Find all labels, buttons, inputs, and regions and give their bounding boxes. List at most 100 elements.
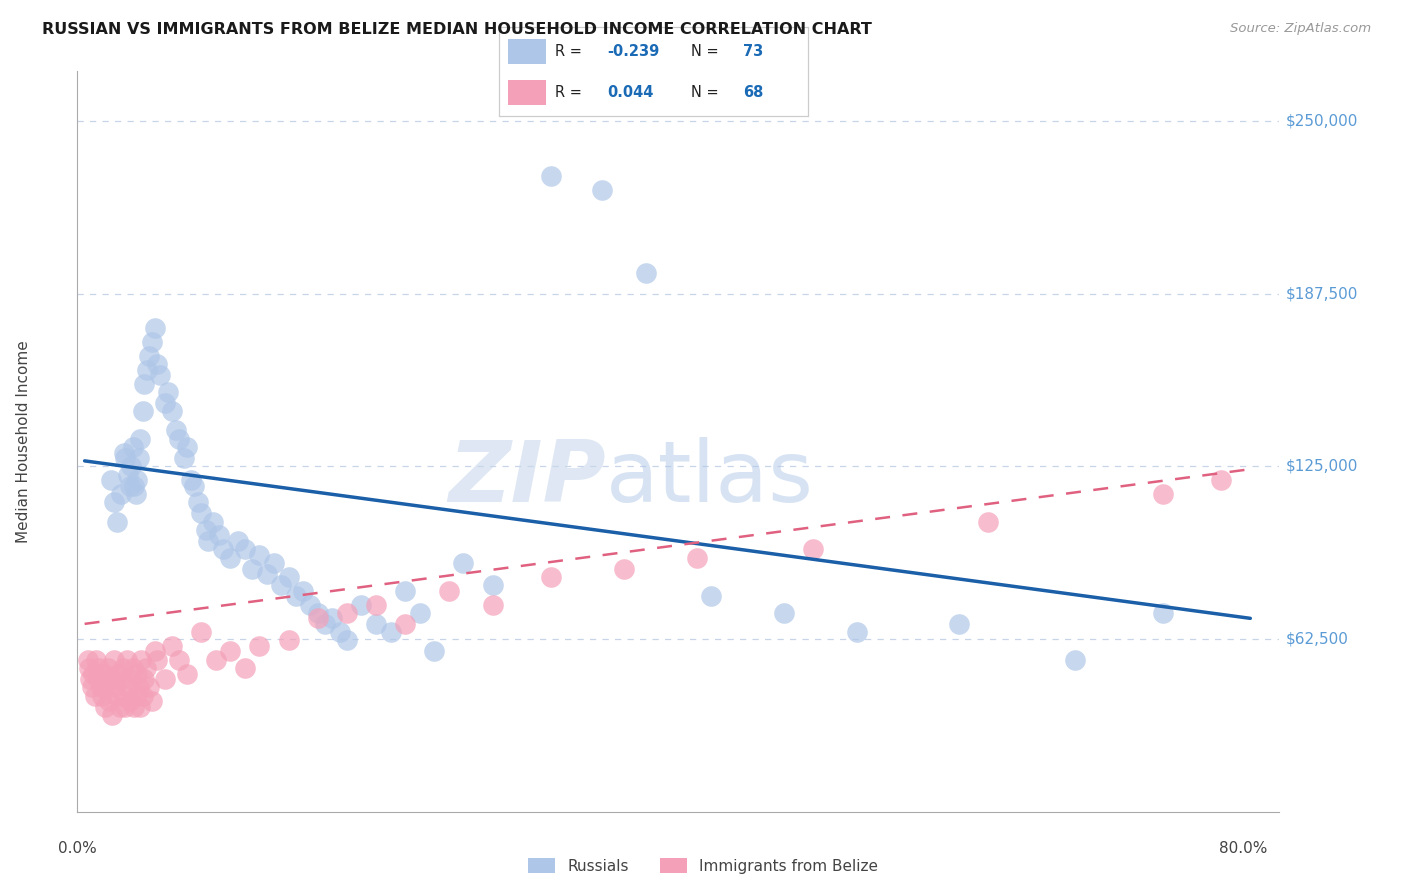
Text: $125,000: $125,000 <box>1285 458 1358 474</box>
Point <box>77 661 100 675</box>
Point <box>110 672 132 686</box>
Text: ZIP: ZIP <box>449 437 606 520</box>
Point <box>83 689 105 703</box>
Text: $250,000: $250,000 <box>1285 113 1358 128</box>
Point <box>169 653 191 667</box>
Point <box>685 550 707 565</box>
Point <box>104 681 127 695</box>
Point <box>437 583 460 598</box>
Point <box>110 487 132 501</box>
Point <box>204 653 226 667</box>
Point <box>105 515 128 529</box>
Point <box>249 548 271 562</box>
Point <box>299 598 322 612</box>
Point <box>169 432 191 446</box>
Point <box>613 561 636 575</box>
Point <box>103 495 125 509</box>
Point <box>156 384 179 399</box>
Point <box>307 611 329 625</box>
Point <box>111 661 134 675</box>
Point <box>118 479 141 493</box>
Point <box>100 672 122 686</box>
Text: Median Household Income: Median Household Income <box>15 340 31 543</box>
Point <box>149 368 172 383</box>
Point <box>481 598 503 612</box>
Point <box>240 561 263 575</box>
Text: R =: R = <box>555 86 586 100</box>
Point <box>307 606 329 620</box>
Point <box>591 183 613 197</box>
Point <box>141 694 163 708</box>
Point <box>107 666 129 681</box>
Text: 68: 68 <box>744 86 763 100</box>
Point <box>409 606 432 620</box>
Point <box>173 451 195 466</box>
Point <box>540 169 562 184</box>
Point <box>124 487 146 501</box>
Point <box>201 515 224 529</box>
Point <box>100 473 122 487</box>
Point <box>208 528 231 542</box>
Point <box>141 335 163 350</box>
Point <box>977 515 1000 529</box>
Point <box>219 550 242 565</box>
Point <box>394 583 416 598</box>
Point <box>124 689 146 703</box>
Point <box>364 598 387 612</box>
Point <box>138 681 160 695</box>
Point <box>160 404 183 418</box>
Point <box>96 681 118 695</box>
Point <box>700 589 723 603</box>
Point <box>121 440 143 454</box>
Bar <box>509 80 546 105</box>
Point <box>1152 606 1174 620</box>
Point <box>845 625 868 640</box>
Text: N =: N = <box>690 86 723 100</box>
Point <box>190 625 212 640</box>
Point <box>143 321 166 335</box>
Point <box>380 625 402 640</box>
Text: Source: ZipAtlas.com: Source: ZipAtlas.com <box>1230 22 1371 36</box>
Text: 80.0%: 80.0% <box>1219 841 1267 856</box>
Point <box>176 666 198 681</box>
Point <box>94 699 117 714</box>
Point <box>176 440 198 454</box>
Point <box>1064 653 1087 667</box>
Point <box>129 432 152 446</box>
Point <box>336 633 359 648</box>
Point <box>103 653 125 667</box>
Point <box>423 644 446 658</box>
Point <box>233 661 256 675</box>
Point <box>1152 487 1174 501</box>
Point <box>131 653 153 667</box>
Point <box>91 689 114 703</box>
Point <box>120 672 142 686</box>
Point <box>89 661 111 675</box>
Point <box>114 451 136 466</box>
Point <box>117 681 139 695</box>
Text: atlas: atlas <box>606 437 814 520</box>
Point <box>277 633 299 648</box>
Point <box>364 616 387 631</box>
Point <box>314 616 336 631</box>
Point <box>160 639 183 653</box>
Point <box>277 570 299 584</box>
Point <box>194 523 217 537</box>
Point <box>256 567 278 582</box>
Point <box>135 661 157 675</box>
Point <box>180 473 202 487</box>
Point <box>118 694 141 708</box>
Point <box>80 681 103 695</box>
Point <box>125 473 148 487</box>
Point <box>219 644 242 658</box>
Point <box>129 699 152 714</box>
Point <box>128 681 150 695</box>
Point <box>634 266 657 280</box>
Point <box>82 666 104 681</box>
Point <box>481 578 503 592</box>
Point <box>165 424 187 438</box>
Point <box>84 653 107 667</box>
Point <box>93 666 115 681</box>
Point <box>948 616 970 631</box>
Point <box>1211 473 1233 487</box>
